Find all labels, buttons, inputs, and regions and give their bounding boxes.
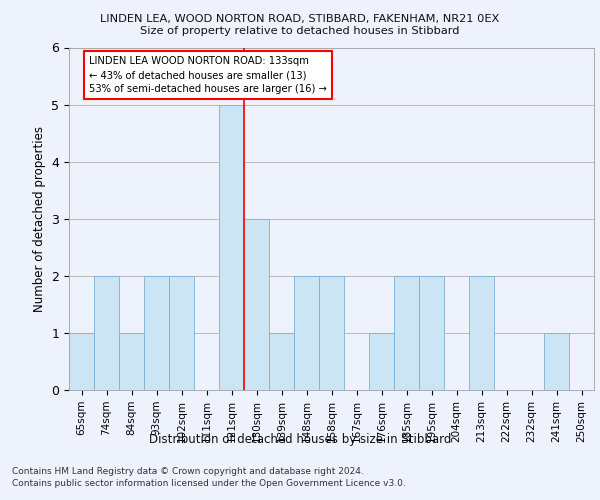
Bar	[169, 276, 194, 390]
Bar	[544, 333, 569, 390]
Bar	[369, 333, 394, 390]
Bar	[419, 276, 444, 390]
Text: Contains public sector information licensed under the Open Government Licence v3: Contains public sector information licen…	[12, 479, 406, 488]
Bar	[269, 333, 294, 390]
Bar	[394, 276, 419, 390]
Bar	[219, 104, 244, 390]
Bar	[319, 276, 344, 390]
Text: Size of property relative to detached houses in Stibbard: Size of property relative to detached ho…	[140, 26, 460, 36]
Bar	[294, 276, 319, 390]
Bar	[244, 219, 269, 390]
Bar	[119, 333, 144, 390]
Bar	[144, 276, 169, 390]
Text: Contains HM Land Registry data © Crown copyright and database right 2024.: Contains HM Land Registry data © Crown c…	[12, 468, 364, 476]
Text: LINDEN LEA, WOOD NORTON ROAD, STIBBARD, FAKENHAM, NR21 0EX: LINDEN LEA, WOOD NORTON ROAD, STIBBARD, …	[100, 14, 500, 24]
Text: LINDEN LEA WOOD NORTON ROAD: 133sqm
← 43% of detached houses are smaller (13)
53: LINDEN LEA WOOD NORTON ROAD: 133sqm ← 43…	[89, 56, 327, 94]
Bar	[94, 276, 119, 390]
Text: Distribution of detached houses by size in Stibbard: Distribution of detached houses by size …	[149, 432, 451, 446]
Bar	[69, 333, 94, 390]
Y-axis label: Number of detached properties: Number of detached properties	[33, 126, 46, 312]
Bar	[469, 276, 494, 390]
